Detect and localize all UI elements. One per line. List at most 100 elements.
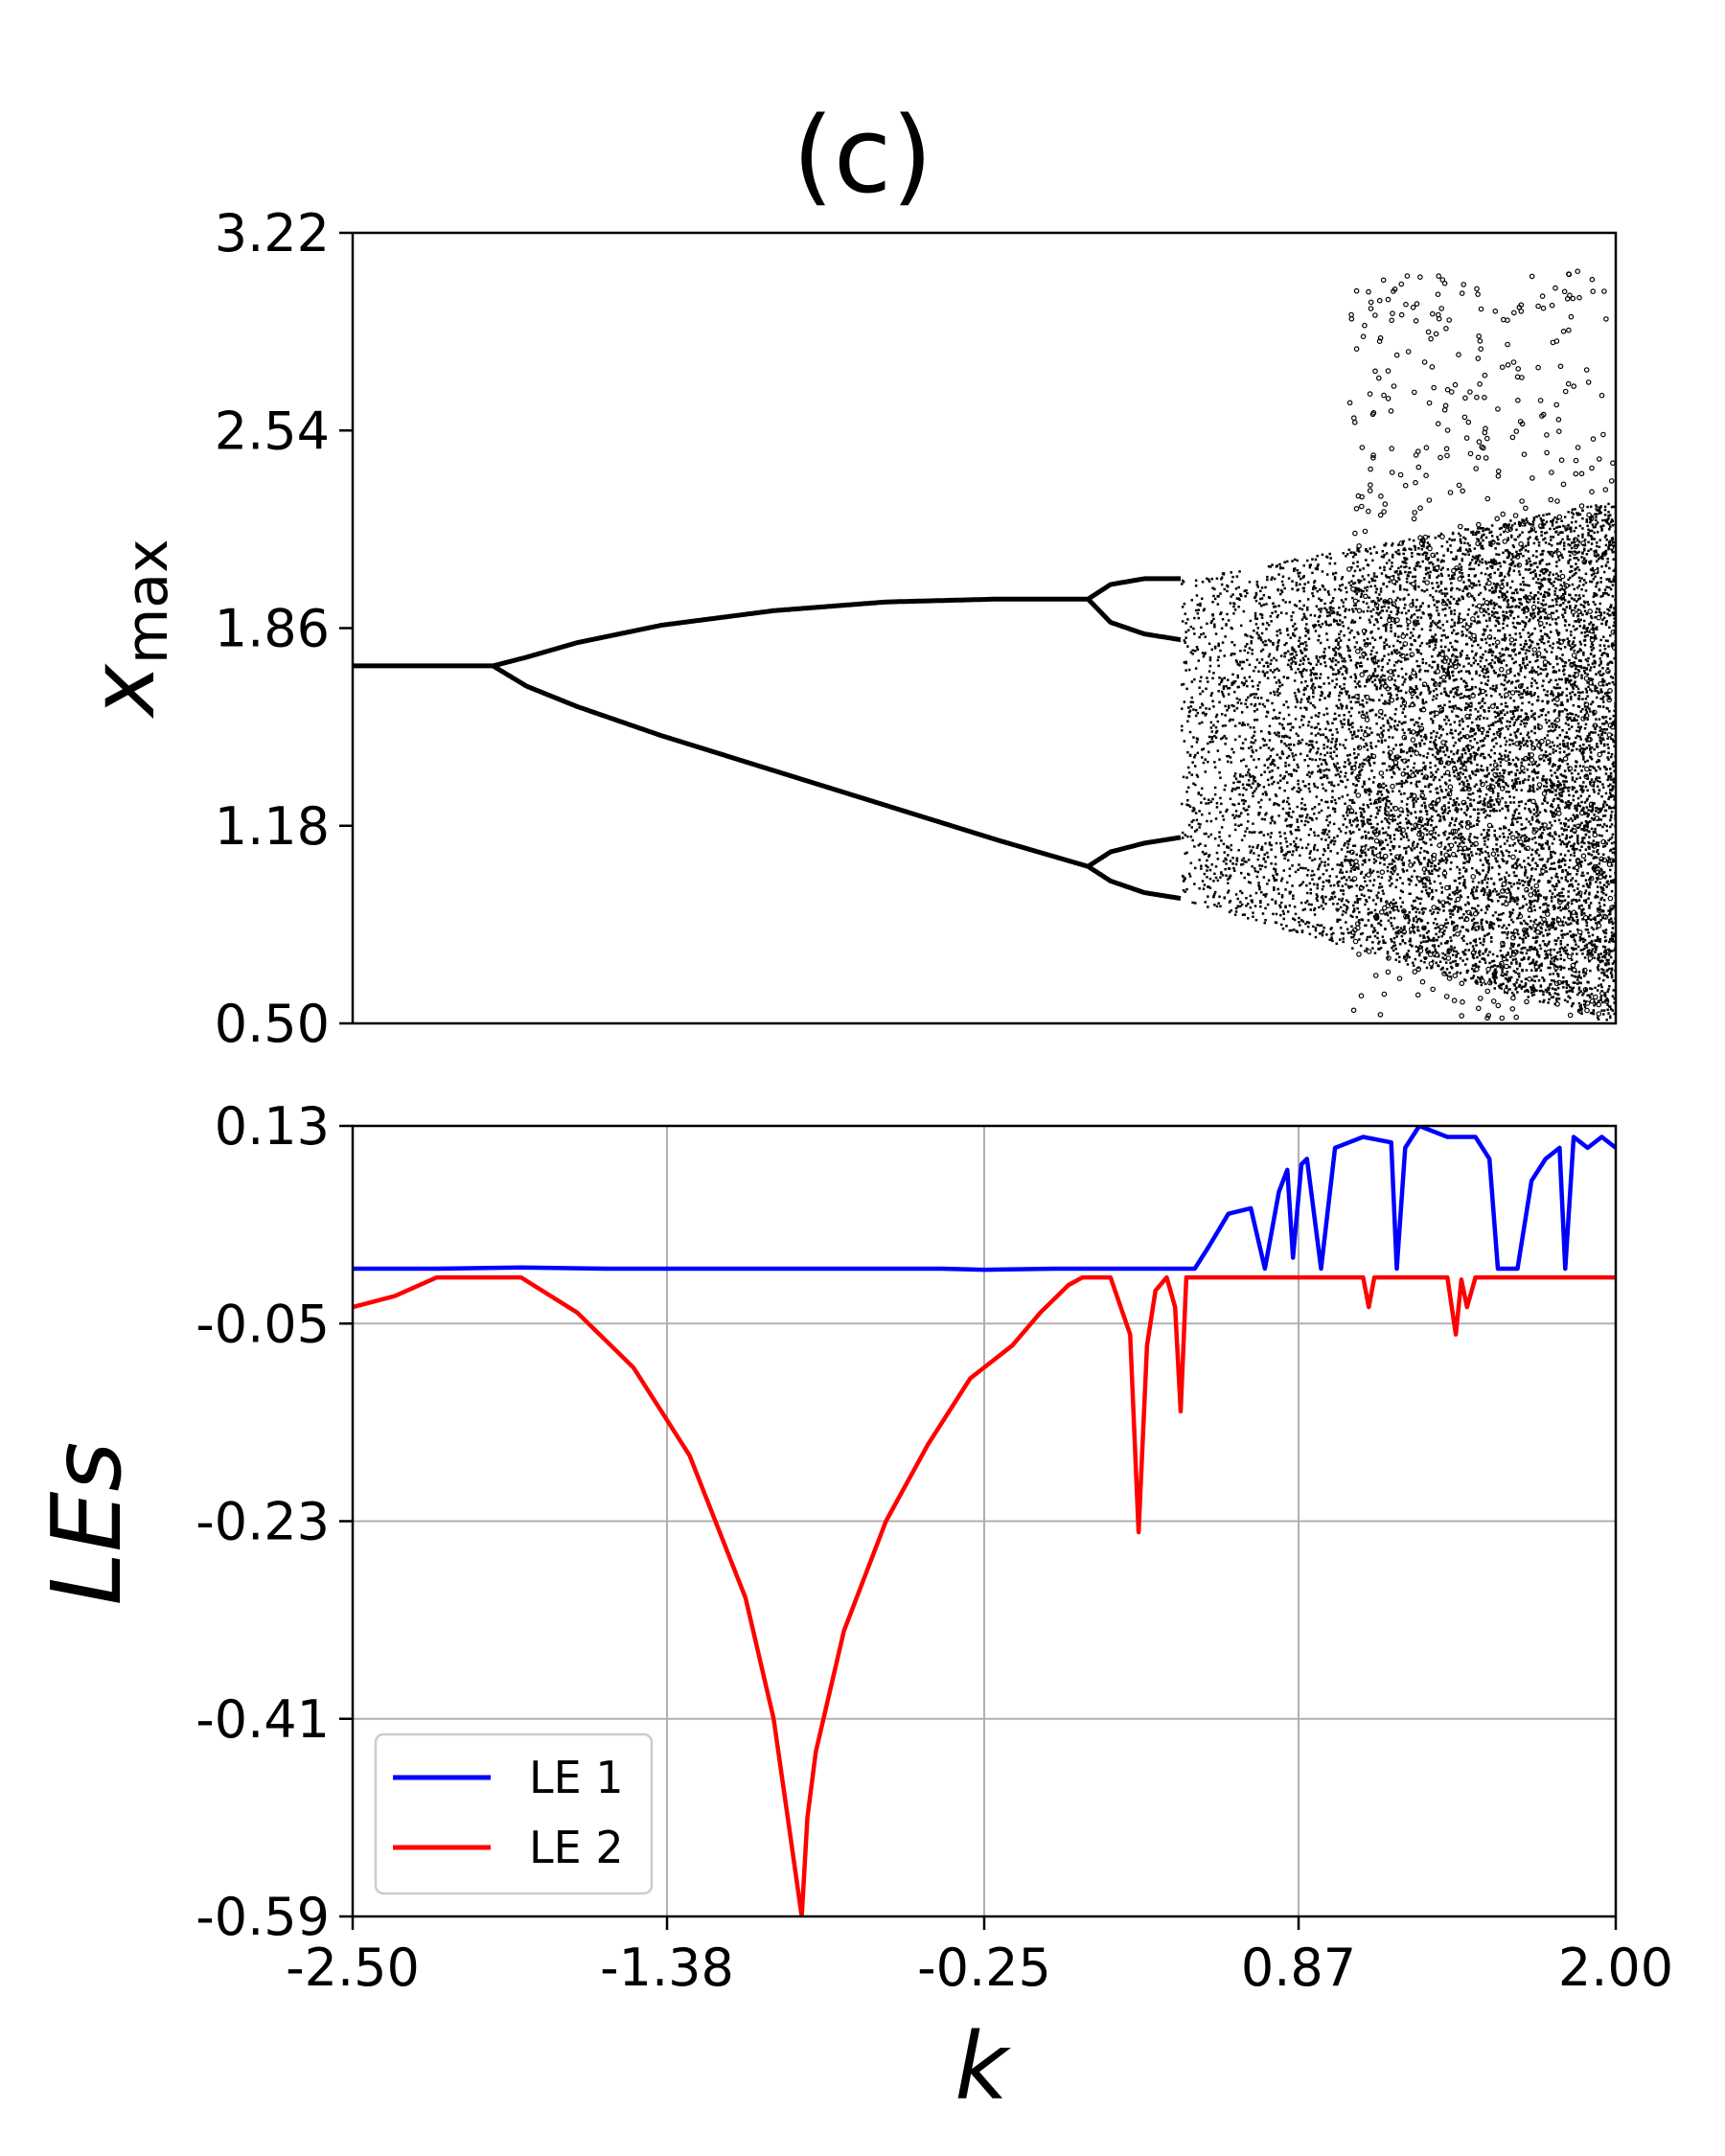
bifurcation-point [1221, 736, 1225, 740]
bifurcation-point [1451, 913, 1455, 916]
bifurcation-point [1268, 739, 1272, 742]
bifurcation-point [1326, 824, 1330, 827]
bifurcation-point [1287, 764, 1291, 767]
bifurcation-point [1283, 775, 1286, 778]
bifurcation-point [1358, 919, 1361, 922]
bifurcation-point [1376, 822, 1379, 826]
bifurcation-point [1250, 741, 1253, 744]
bifurcation-point [1391, 946, 1393, 950]
bifurcation-point [1460, 559, 1463, 562]
bifurcation-point [1421, 699, 1424, 702]
bifurcation-point [1233, 724, 1237, 727]
bifurcation-point [1244, 645, 1247, 648]
bifurcation-point [1398, 826, 1402, 829]
bifurcation-branch [492, 596, 1089, 669]
bifurcation-point [1300, 866, 1302, 869]
bifurcation-point [1362, 860, 1365, 862]
bifurcation-point [1356, 823, 1359, 827]
bifurcation-point [1395, 782, 1398, 786]
bifurcation-point [1454, 900, 1457, 904]
bifurcation-point [1358, 711, 1361, 714]
bifurcation-point [1293, 569, 1296, 572]
bifurcation-point [1401, 631, 1404, 635]
bifurcation-point [1325, 869, 1328, 872]
bifurcation-point [1475, 869, 1478, 872]
bifurcation-point [1368, 709, 1371, 713]
bifurcation-point [1279, 901, 1283, 905]
bifurcation-point [1459, 534, 1462, 538]
bifurcation-point [1234, 893, 1238, 896]
bifurcation-point [1333, 810, 1337, 814]
bifurcation-point [1471, 955, 1475, 958]
bifurcation-point [1344, 609, 1346, 612]
bifurcation-point [1361, 836, 1365, 838]
bifurcation-point [1262, 744, 1266, 747]
bifurcation-point [1311, 558, 1314, 561]
bifurcation-point [1291, 646, 1294, 650]
bifurcation-point [1253, 742, 1255, 745]
bifurcation-point [1263, 921, 1266, 925]
bifurcation-point [1194, 866, 1197, 870]
bifurcation-point [1274, 870, 1277, 873]
bifurcation-point [1389, 911, 1392, 914]
bifurcation-point [1373, 668, 1377, 671]
bifurcation-point [1273, 764, 1276, 767]
bifurcation-point [1431, 966, 1434, 969]
bifurcation-point [1435, 697, 1438, 700]
bifurcation-point [1443, 633, 1446, 637]
bifurcation-point [1321, 783, 1324, 786]
bifurcation-point [1325, 573, 1329, 576]
bifurcation-point [1432, 648, 1436, 652]
bifurcation-point [1247, 770, 1250, 774]
bifurcation-point [1452, 649, 1456, 652]
bifurcation-point [1388, 559, 1391, 562]
bifurcation-point [1440, 559, 1443, 562]
bifurcation-point [1286, 705, 1290, 709]
bifurcation-point [1331, 795, 1334, 799]
bifurcation-point [1321, 887, 1324, 891]
bifurcation-point [1379, 947, 1383, 950]
bifurcation-point [1465, 805, 1469, 808]
bifurcation-point [1395, 612, 1398, 616]
bifurcation-point [1183, 740, 1186, 743]
bifurcation-point [1416, 564, 1419, 567]
bifurcation-point [1382, 729, 1385, 732]
bifurcation-point [1451, 920, 1454, 924]
bifurcation-point [1377, 627, 1380, 631]
bifurcation-point [1396, 687, 1399, 691]
bifurcation-point [1430, 824, 1433, 827]
bifurcation-point [1410, 769, 1413, 772]
bifurcation-point [1293, 567, 1297, 570]
bifurcation-point [1346, 646, 1350, 650]
bifurcation-point [1276, 633, 1278, 637]
bifurcation-point [1299, 671, 1301, 674]
bifurcation-point [1418, 644, 1422, 648]
bifurcation-point [1369, 653, 1372, 656]
bifurcation-point [1307, 770, 1311, 774]
bifurcation-point [1414, 749, 1417, 752]
bifurcation-point [1291, 560, 1294, 562]
bifurcation-point [1442, 650, 1445, 653]
bifurcation-point [1421, 553, 1424, 556]
bifurcation-point [1185, 803, 1188, 806]
bifurcation-point [1392, 618, 1396, 621]
bifurcation-point [1322, 713, 1325, 717]
bifurcation-point [1192, 806, 1195, 810]
bifurcation-point [1265, 715, 1268, 718]
bifurcation-point [1346, 649, 1350, 653]
bifurcation-point [1288, 824, 1292, 827]
bifurcation-point [1198, 635, 1201, 639]
bifurcation-point [1318, 811, 1321, 814]
bifurcation-point [1439, 757, 1443, 760]
bifurcation-point [1302, 586, 1305, 590]
bifurcation-point [1424, 735, 1428, 739]
bifurcation-point [1426, 892, 1430, 896]
bifurcation-point [1468, 544, 1471, 547]
bifurcation-point [1265, 744, 1268, 746]
bifurcation-point [1241, 783, 1245, 786]
bifurcation-point [1392, 649, 1396, 652]
bifurcation-point [1273, 656, 1276, 660]
bifurcation-point [1302, 693, 1305, 696]
bifurcation-point [1282, 799, 1285, 803]
bifurcation-point [1318, 712, 1321, 715]
